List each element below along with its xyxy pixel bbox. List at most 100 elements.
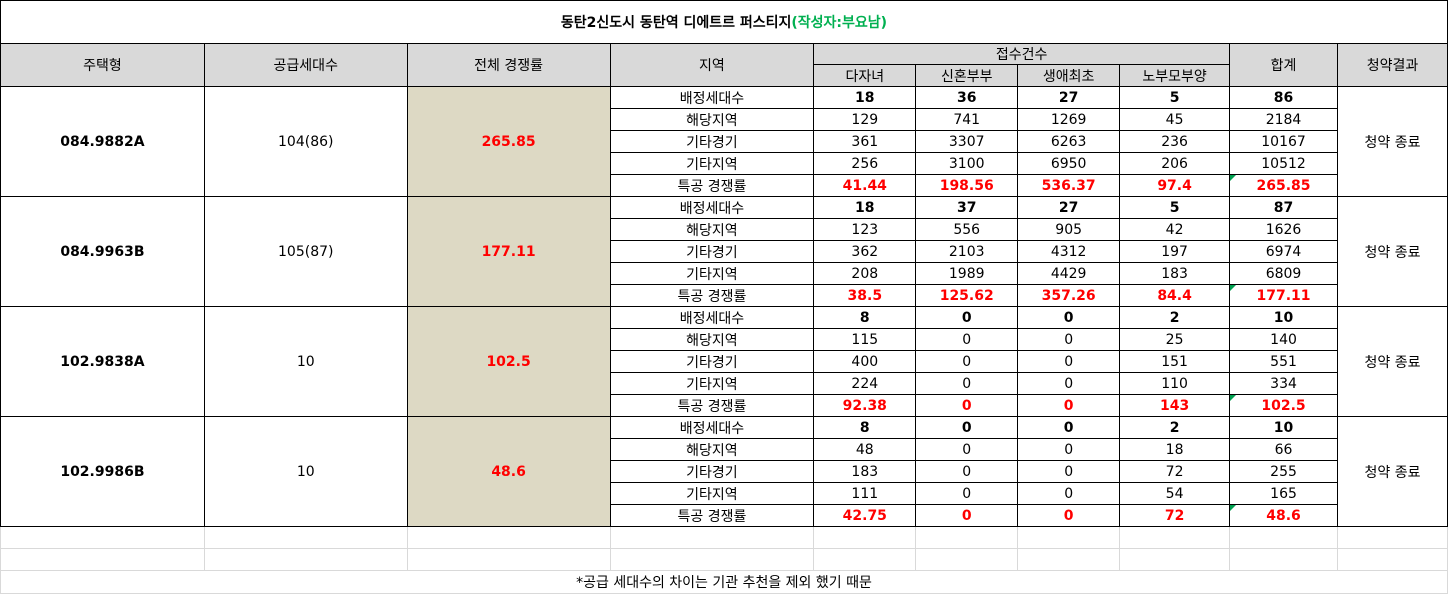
region-label-cell[interactable]: 기타경기 [609,130,815,153]
supply-count-cell[interactable]: 10 [203,306,408,417]
total-cell[interactable]: 10 [1229,416,1338,439]
value-cell[interactable]: 0 [915,438,1019,461]
total-cell[interactable]: 10 [1229,306,1338,329]
value-cell[interactable]: 0 [1017,394,1121,417]
value-cell[interactable]: 905 [1017,218,1121,241]
header-supply[interactable]: 공급세대수 [203,43,408,87]
value-cell[interactable]: 72 [1119,460,1231,483]
header-region[interactable]: 지역 [609,43,815,87]
value-cell[interactable]: 0 [915,482,1019,505]
empty-cell[interactable] [1336,526,1448,549]
value-cell[interactable]: 27 [1017,86,1121,109]
value-cell[interactable]: 4429 [1017,262,1121,285]
result-cell[interactable]: 청약 종료 [1336,196,1448,307]
total-cell[interactable]: 334 [1229,372,1338,395]
value-cell[interactable]: 361 [813,130,917,153]
total-cell[interactable]: 66 [1229,438,1338,461]
header-total[interactable]: 합계 [1229,43,1338,87]
value-cell[interactable]: 2103 [915,240,1019,263]
value-cell[interactable]: 27 [1017,196,1121,219]
empty-cell[interactable] [0,526,205,549]
value-cell[interactable]: 36 [915,86,1019,109]
value-cell[interactable]: 111 [813,482,917,505]
total-cell[interactable]: 255 [1229,460,1338,483]
value-cell[interactable]: 3307 [915,130,1019,153]
value-cell[interactable]: 536.37 [1017,174,1121,197]
region-label-cell[interactable]: 해당지역 [609,108,815,131]
empty-cell[interactable] [915,548,1019,571]
header-type[interactable]: 주택형 [0,43,205,87]
supply-count-cell[interactable]: 105(87) [203,196,408,307]
value-cell[interactable]: 84.4 [1119,284,1231,307]
header-sub-col[interactable]: 노부모부양 [1119,64,1231,87]
region-label-cell[interactable]: 기타경기 [609,240,815,263]
value-cell[interactable]: 6263 [1017,130,1121,153]
value-cell[interactable]: 0 [915,372,1019,395]
value-cell[interactable]: 0 [1017,416,1121,439]
value-cell[interactable]: 42.75 [813,504,917,527]
value-cell[interactable]: 92.38 [813,394,917,417]
value-cell[interactable]: 143 [1119,394,1231,417]
region-label-cell[interactable]: 배정세대수 [609,416,815,439]
house-type-cell[interactable]: 102.9838A [0,306,205,417]
header-sub-col[interactable]: 신혼부부 [915,64,1019,87]
region-label-cell[interactable]: 기타경기 [609,350,815,373]
empty-cell[interactable] [609,548,815,571]
value-cell[interactable]: 6950 [1017,152,1121,175]
value-cell[interactable]: 48 [813,438,917,461]
value-cell[interactable]: 151 [1119,350,1231,373]
empty-cell[interactable] [406,548,611,571]
total-cell[interactable]: 10512 [1229,152,1338,175]
total-cell[interactable]: 140 [1229,328,1338,351]
value-cell[interactable]: 183 [1119,262,1231,285]
value-cell[interactable]: 0 [915,328,1019,351]
value-cell[interactable]: 0 [1017,438,1121,461]
total-cell[interactable]: 102.5 [1229,394,1338,417]
header-overall-rate[interactable]: 전체 경쟁률 [406,43,611,87]
total-cell[interactable]: 551 [1229,350,1338,373]
region-label-cell[interactable]: 기타경기 [609,460,815,483]
region-label-cell[interactable]: 기타지역 [609,482,815,505]
total-cell[interactable]: 1626 [1229,218,1338,241]
total-cell[interactable]: 265.85 [1229,174,1338,197]
empty-cell[interactable] [203,526,408,549]
value-cell[interactable]: 25 [1119,328,1231,351]
value-cell[interactable]: 224 [813,372,917,395]
empty-cell[interactable] [1229,526,1338,549]
region-label-cell[interactable]: 특공 경쟁률 [609,174,815,197]
empty-cell[interactable] [813,526,917,549]
result-cell[interactable]: 청약 종료 [1336,86,1448,197]
empty-cell[interactable] [609,526,815,549]
empty-cell[interactable] [915,526,1019,549]
value-cell[interactable]: 0 [1017,482,1121,505]
value-cell[interactable]: 41.44 [813,174,917,197]
empty-cell[interactable] [0,548,205,571]
value-cell[interactable]: 38.5 [813,284,917,307]
value-cell[interactable]: 8 [813,416,917,439]
header-result[interactable]: 청약결과 [1336,43,1448,87]
value-cell[interactable]: 125.62 [915,284,1019,307]
value-cell[interactable]: 0 [1017,328,1121,351]
value-cell[interactable]: 2 [1119,416,1231,439]
house-type-cell[interactable]: 084.9882A [0,86,205,197]
value-cell[interactable]: 400 [813,350,917,373]
overall-rate-cell[interactable]: 102.5 [406,306,611,417]
value-cell[interactable]: 256 [813,152,917,175]
total-cell[interactable]: 48.6 [1229,504,1338,527]
title-cell[interactable]: 동탄2신도시 동탄역 디에트르 퍼스티지(작성자:부요남) [0,0,1448,44]
empty-cell[interactable] [1017,526,1121,549]
value-cell[interactable]: 18 [813,86,917,109]
total-cell[interactable]: 177.11 [1229,284,1338,307]
value-cell[interactable]: 236 [1119,130,1231,153]
value-cell[interactable]: 18 [1119,438,1231,461]
overall-rate-cell[interactable]: 265.85 [406,86,611,197]
region-label-cell[interactable]: 해당지역 [609,328,815,351]
footnote-cell[interactable]: *공급 세대수의 차이는 기관 추천을 제외 했기 때문 [0,570,1448,594]
empty-cell[interactable] [1229,548,1338,571]
total-cell[interactable]: 6974 [1229,240,1338,263]
value-cell[interactable]: 129 [813,108,917,131]
value-cell[interactable]: 741 [915,108,1019,131]
house-type-cell[interactable]: 102.9986B [0,416,205,527]
value-cell[interactable]: 0 [915,350,1019,373]
empty-cell[interactable] [813,548,917,571]
